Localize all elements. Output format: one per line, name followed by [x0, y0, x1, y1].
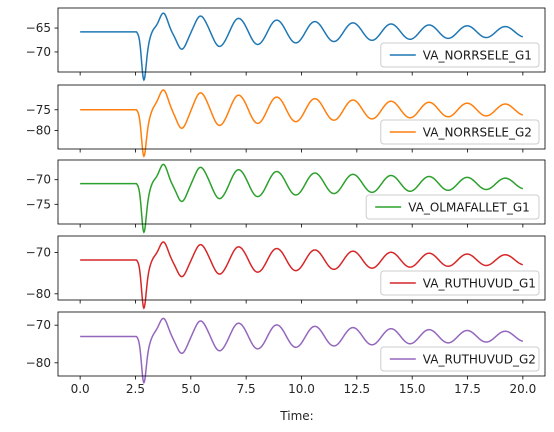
legend: VA_RUTHUVUD_G1: [380, 270, 540, 296]
y-tick-label: −75: [26, 197, 51, 211]
y-tick-label: −70: [26, 45, 51, 59]
legend-label: VA_OLMAFALLET_G1: [408, 201, 530, 215]
series-line-1: [80, 12, 524, 82]
subplot-5: −70 −80 0.0 2.5 5.0 7.5 10.0 12.5 15.0 17.5 20.0 VA…: [26, 311, 546, 396]
legend-box: [380, 346, 540, 372]
legend-box: [365, 194, 540, 220]
x-tick-label: 2.5: [126, 382, 145, 396]
legend: VA_RUTHUVUD_G2: [380, 346, 540, 372]
subplot-3: −70 −75 VA_OLMAFALLET_G1: [26, 159, 546, 234]
legend-label: VA_RUTHUVUD_G2: [423, 353, 536, 367]
series-line-4: [80, 241, 524, 310]
y-tick-label: −75: [26, 103, 51, 117]
legend-box: [380, 119, 540, 145]
legend-label: VA_RUTHUVUD_G1: [423, 277, 536, 291]
y-tick-label: −80: [26, 123, 51, 137]
y-tick-label: −65: [26, 21, 51, 35]
series-line-5: [80, 317, 524, 385]
subplot-2: −75 −80 VA_NORRSELE_G2: [26, 84, 546, 158]
y-tick-label: −70: [26, 246, 51, 260]
y-tick-label: −80: [26, 356, 51, 370]
x-tick-label: 20.0: [510, 382, 537, 396]
y-tick-label: −80: [26, 287, 51, 301]
subplot-4: −70 −80 VA_RUTHUVUD_G1: [26, 235, 546, 310]
legend-box: [380, 270, 540, 296]
x-tick-label: 12.5: [343, 382, 370, 396]
x-tick-label: 7.5: [237, 382, 256, 396]
x-tick-label: 17.5: [454, 382, 481, 396]
legend: VA_NORRSELE_G1: [380, 42, 540, 68]
y-tick-label: −70: [26, 318, 51, 332]
series-line-3: [80, 163, 524, 234]
legend-label: VA_NORRSELE_G1: [423, 49, 532, 63]
y-tick-label: −70: [26, 173, 51, 187]
x-axis-label: Time:: [279, 409, 313, 423]
x-tick-label: 10.0: [288, 382, 315, 396]
series-line-2: [80, 89, 524, 158]
legend: VA_NORRSELE_G2: [380, 119, 540, 145]
legend-box: [380, 42, 540, 68]
subplot-1: −65 −70 VA_NORRSELE_G1: [26, 7, 546, 82]
x-tick-label: 0.0: [71, 382, 90, 396]
legend: VA_OLMAFALLET_G1: [365, 194, 540, 220]
x-tick-label: 5.0: [181, 382, 200, 396]
legend-label: VA_NORRSELE_G2: [423, 126, 532, 140]
x-tick-label: 15.0: [399, 382, 426, 396]
